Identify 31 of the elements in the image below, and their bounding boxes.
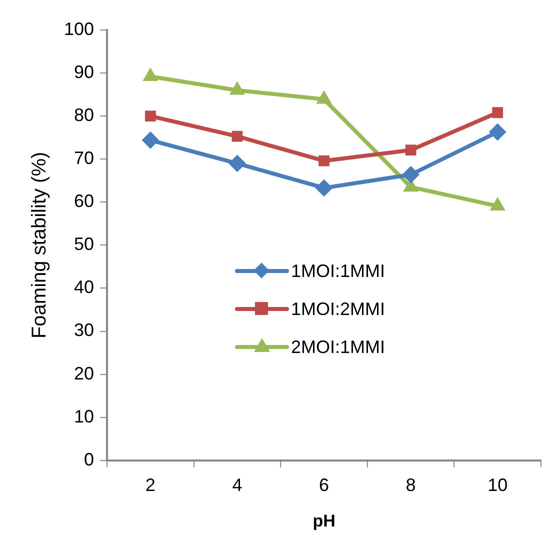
x-tick-label: 6 — [319, 475, 330, 496]
point — [405, 144, 416, 156]
point — [492, 107, 504, 118]
y-tick-label: 70 — [74, 148, 94, 168]
x-tick-label: 2 — [145, 475, 156, 496]
point — [318, 155, 330, 166]
x-tick-label: 8 — [406, 475, 416, 496]
point — [316, 179, 333, 196]
point — [232, 130, 243, 142]
point — [144, 110, 156, 122]
point — [489, 124, 506, 141]
legend-label: 1MOI:2MMI — [291, 298, 386, 320]
point — [402, 166, 420, 184]
point — [228, 154, 246, 172]
y-tick-label: 20 — [74, 363, 94, 384]
y-axis-title: Foaming stability (%) — [28, 152, 51, 339]
y-tick-label: 60 — [74, 191, 94, 212]
y-tick-label: 100 — [64, 18, 94, 39]
point — [142, 132, 159, 149]
y-tick-label: 90 — [74, 62, 94, 82]
y-tick-label: 40 — [74, 277, 94, 298]
x-tick-label: 4 — [232, 475, 242, 496]
legend-label: 1MOI:1MMI — [291, 260, 386, 282]
y-tick-label: 80 — [74, 105, 94, 126]
y-tick-label: 10 — [74, 406, 94, 426]
x-tick-label: 10 — [488, 475, 508, 496]
x-axis-title: pH — [312, 512, 336, 531]
legend-label: 2MOI:1MMI — [291, 336, 386, 358]
y-tick-label: 0 — [84, 449, 94, 470]
y-tick-label: 50 — [74, 234, 94, 254]
y-tick-label: 30 — [74, 320, 94, 340]
